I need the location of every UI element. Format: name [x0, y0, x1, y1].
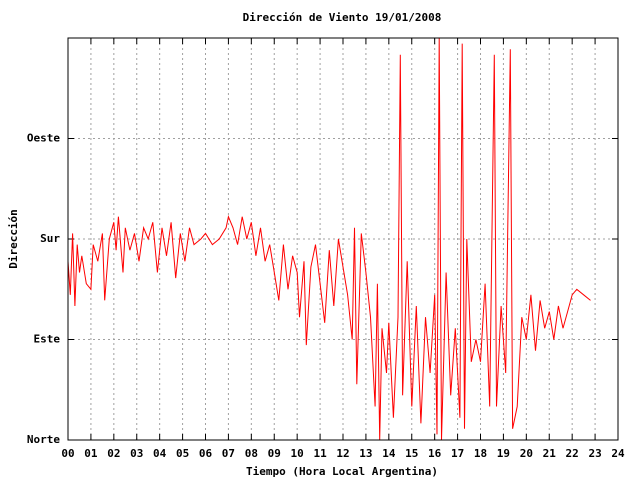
- y-tick-label: Este: [34, 333, 61, 346]
- y-tick-label: Oeste: [27, 132, 60, 145]
- x-tick-label: 22: [566, 447, 579, 460]
- chart-title: Dirección de Viento 19/01/2008: [243, 11, 442, 24]
- x-tick-label: 18: [474, 447, 487, 460]
- x-tick-label: 13: [359, 447, 372, 460]
- x-tick-label: 00: [61, 447, 74, 460]
- x-tick-label: 05: [176, 447, 189, 460]
- x-tick-label: 03: [130, 447, 143, 460]
- x-tick-label: 14: [382, 447, 396, 460]
- x-tick-label: 24: [611, 447, 625, 460]
- data-line: [67, 37, 591, 441]
- x-tick-label: 23: [588, 447, 601, 460]
- x-tick-label: 01: [84, 447, 98, 460]
- x-tick-label: 07: [222, 447, 235, 460]
- x-tick-label: 08: [245, 447, 258, 460]
- x-tick-label: 12: [336, 447, 349, 460]
- plot-border: [67, 37, 619, 441]
- x-tick-label: 17: [451, 447, 464, 460]
- x-tick-label: 16: [428, 447, 442, 460]
- x-tick-label: 10: [291, 447, 304, 460]
- y-tick-label: Norte: [27, 433, 60, 446]
- x-tick-label: 02: [107, 447, 120, 460]
- x-tick-label: 11: [313, 447, 327, 460]
- y-tick-label: Sur: [40, 232, 60, 245]
- x-tick-label: 21: [543, 447, 557, 460]
- x-tick-label: 20: [520, 447, 533, 460]
- x-tick-label: 15: [405, 447, 418, 460]
- x-tick-label: 19: [497, 447, 510, 460]
- x-tick-label: 04: [153, 447, 167, 460]
- x-axis-label: Tiempo (Hora Local Argentina): [246, 465, 438, 478]
- x-tick-label: 06: [199, 447, 213, 460]
- x-tick-label: 09: [268, 447, 281, 460]
- y-axis-label: Dirección: [7, 209, 20, 269]
